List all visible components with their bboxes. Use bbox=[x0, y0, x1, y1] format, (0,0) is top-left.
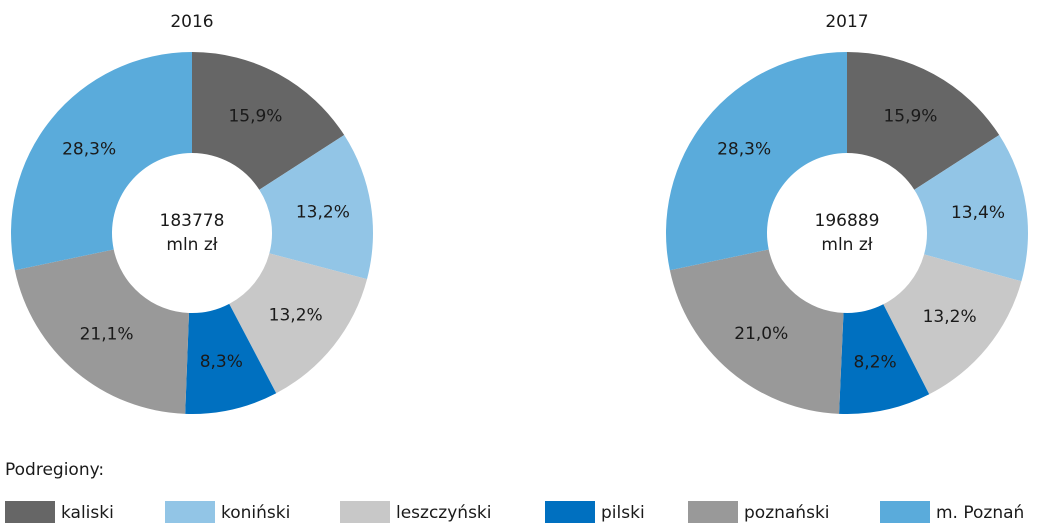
donut-slice bbox=[259, 135, 374, 280]
data-label: 8,3% bbox=[200, 352, 243, 372]
legend-label: poznański bbox=[744, 503, 830, 523]
legend-swatch bbox=[880, 501, 930, 523]
donut-slice bbox=[10, 52, 192, 271]
data-label: 21,0% bbox=[734, 324, 788, 344]
legend-swatch bbox=[165, 501, 215, 523]
legend-label: m. Poznań bbox=[936, 503, 1024, 523]
donut-slice bbox=[914, 135, 1028, 282]
donut-slice bbox=[192, 52, 345, 190]
chart-title: 2016 bbox=[170, 12, 213, 32]
chart-title: 2017 bbox=[825, 12, 868, 32]
data-label: 13,2% bbox=[269, 306, 323, 326]
legend-swatch bbox=[688, 501, 738, 523]
center-label: mln zł bbox=[821, 235, 872, 255]
donut-slice bbox=[883, 254, 1022, 395]
data-label: 15,9% bbox=[883, 107, 937, 127]
data-label: 21,1% bbox=[80, 324, 134, 344]
legend-label: kaliski bbox=[61, 503, 114, 523]
data-label: 8,2% bbox=[853, 352, 896, 372]
data-label: 13,2% bbox=[296, 202, 350, 222]
data-label: 15,9% bbox=[228, 107, 282, 127]
legend-title: Podregiony: bbox=[5, 460, 104, 480]
donut-slice bbox=[14, 249, 189, 414]
donut-slice bbox=[229, 253, 368, 394]
data-label: 13,4% bbox=[951, 203, 1005, 223]
donut-slice bbox=[839, 304, 930, 414]
center-label: 196889 bbox=[815, 211, 880, 231]
center-label: mln zł bbox=[166, 235, 217, 255]
data-label: 28,3% bbox=[717, 140, 771, 160]
legend-label: leszczyński bbox=[396, 503, 492, 523]
donut-slice bbox=[185, 303, 277, 414]
donut-slice bbox=[665, 52, 847, 271]
legend-label: pilski bbox=[601, 503, 645, 523]
center-label: 183778 bbox=[160, 211, 225, 231]
legend-swatch bbox=[5, 501, 55, 523]
data-label: 28,3% bbox=[62, 140, 116, 160]
data-label: 13,2% bbox=[923, 307, 977, 327]
donut-slice bbox=[669, 249, 844, 414]
donut-slice bbox=[847, 52, 1000, 190]
legend-swatch bbox=[340, 501, 390, 523]
legend-label: koniński bbox=[221, 503, 290, 523]
legend-swatch bbox=[545, 501, 595, 523]
